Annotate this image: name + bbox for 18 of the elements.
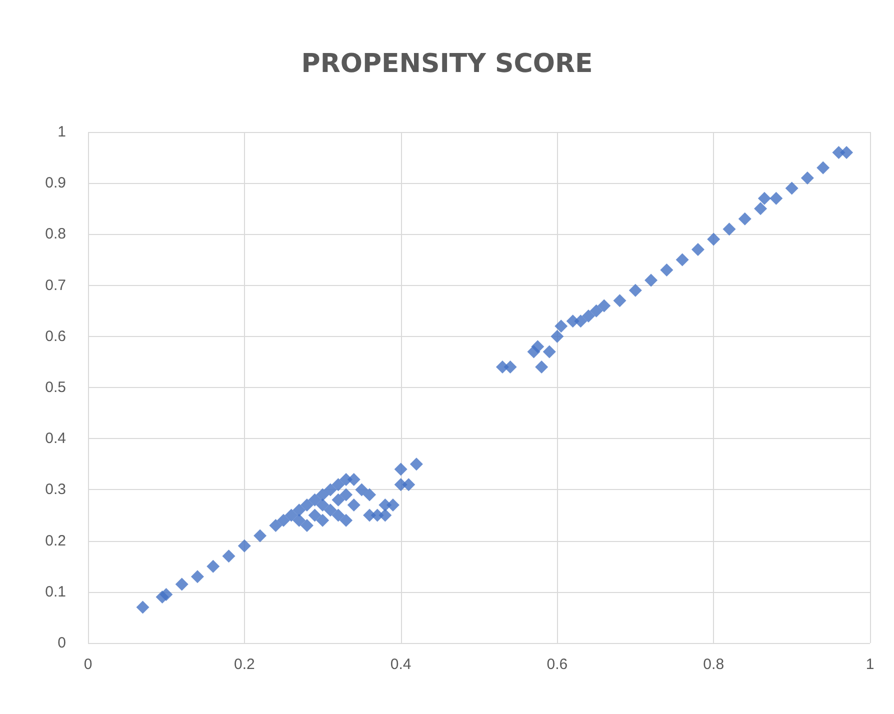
x-tick-label: 0.6 [546,656,568,673]
x-tick-label: 0.4 [390,656,412,673]
x-tick-label: 0.8 [703,656,724,673]
y-tick-label: 0.3 [45,481,66,498]
y-tick-label: 0.1 [45,583,66,600]
y-tick-label: 0.2 [45,532,66,550]
x-tick-label: 1 [866,656,874,673]
y-tick-label: 1 [58,124,66,140]
y-tick-label: 0.8 [45,226,66,243]
x-tick-label: 0 [84,656,92,673]
y-tick-label: 0 [58,634,66,652]
y-tick-label: 0.6 [45,328,66,345]
y-tick-label: 0.7 [45,276,66,294]
x-tick-label: 0.2 [234,656,255,673]
y-tick-label: 0.9 [45,174,66,192]
y-tick-label: 0.5 [45,379,66,396]
chart-title: PROPENSITY SCORE [301,49,593,79]
y-tick-label: 0.4 [45,430,66,448]
